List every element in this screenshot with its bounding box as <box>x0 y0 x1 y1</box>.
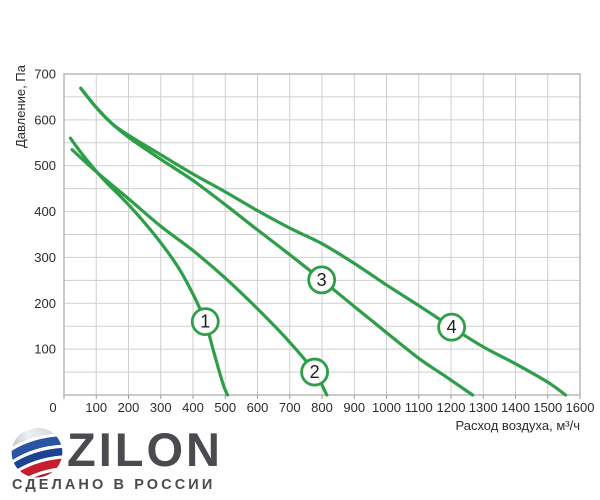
x-tick-label: 400 <box>182 400 204 415</box>
x-tick-label: 100 <box>85 400 107 415</box>
y-tick-label: 300 <box>34 250 56 265</box>
y-tick-label: 400 <box>34 204 56 219</box>
curve-2 <box>70 148 329 397</box>
x-tick-label: 1600 <box>566 400 595 415</box>
x-tick-label: 600 <box>247 400 269 415</box>
curve-label-number-3: 3 <box>317 270 327 290</box>
curve-label-circle-4 <box>437 312 467 342</box>
globe-icon <box>10 427 64 478</box>
curve-label-circle-1 <box>190 307 220 337</box>
x-tick-label: 800 <box>311 400 333 415</box>
curve-4 <box>79 86 568 397</box>
curve-1 <box>68 136 230 397</box>
x-tick-label: 1000 <box>372 400 401 415</box>
x-tick-label: 500 <box>214 400 236 415</box>
x-tick-label: 900 <box>343 400 365 415</box>
x-tick-label: 1200 <box>437 400 466 415</box>
chart-canvas: 0 100 200 300 400 500 600 700 800 900 1000 1100 1200… <box>34 67 595 416</box>
x-tick-label: 1300 <box>469 400 498 415</box>
curve-label-number-4: 4 <box>447 317 457 337</box>
y-tick-label: 500 <box>34 158 56 173</box>
curve-label-circle-2 <box>300 357 329 387</box>
x-axis-title: Расход воздуха, м³/ч <box>455 418 580 433</box>
y-tick-label: 100 <box>34 342 56 357</box>
y-tick-label: 200 <box>34 296 56 311</box>
y-axis-title: Давление, Па <box>13 65 28 148</box>
y-tick-label: 700 <box>34 67 56 82</box>
zilon-logo: ZILON СДЕЛАНО В РОССИИ <box>10 426 250 498</box>
y-tick-label: 600 <box>34 112 56 127</box>
x-tick-label: 700 <box>279 400 301 415</box>
x-tick-label: 1400 <box>501 400 530 415</box>
x-tick-label: 1500 <box>533 400 562 415</box>
curve-label-circle-3 <box>307 265 337 295</box>
brand-tagline: СДЕЛАНО В РОССИИ <box>12 477 216 493</box>
pressure-flow-chart: 0 100 200 300 400 500 600 700 800 900 1000 1100 1200… <box>13 65 595 433</box>
x-tick-label: 200 <box>118 400 140 415</box>
x-tick-label: 300 <box>150 400 172 415</box>
x-tick-label: 1100 <box>405 400 433 415</box>
x-tick-label: 0 <box>49 400 56 415</box>
curve-label-number-1: 1 <box>200 312 210 332</box>
curve-label-number-2: 2 <box>310 362 320 382</box>
brand-name: ZILON <box>67 423 223 476</box>
